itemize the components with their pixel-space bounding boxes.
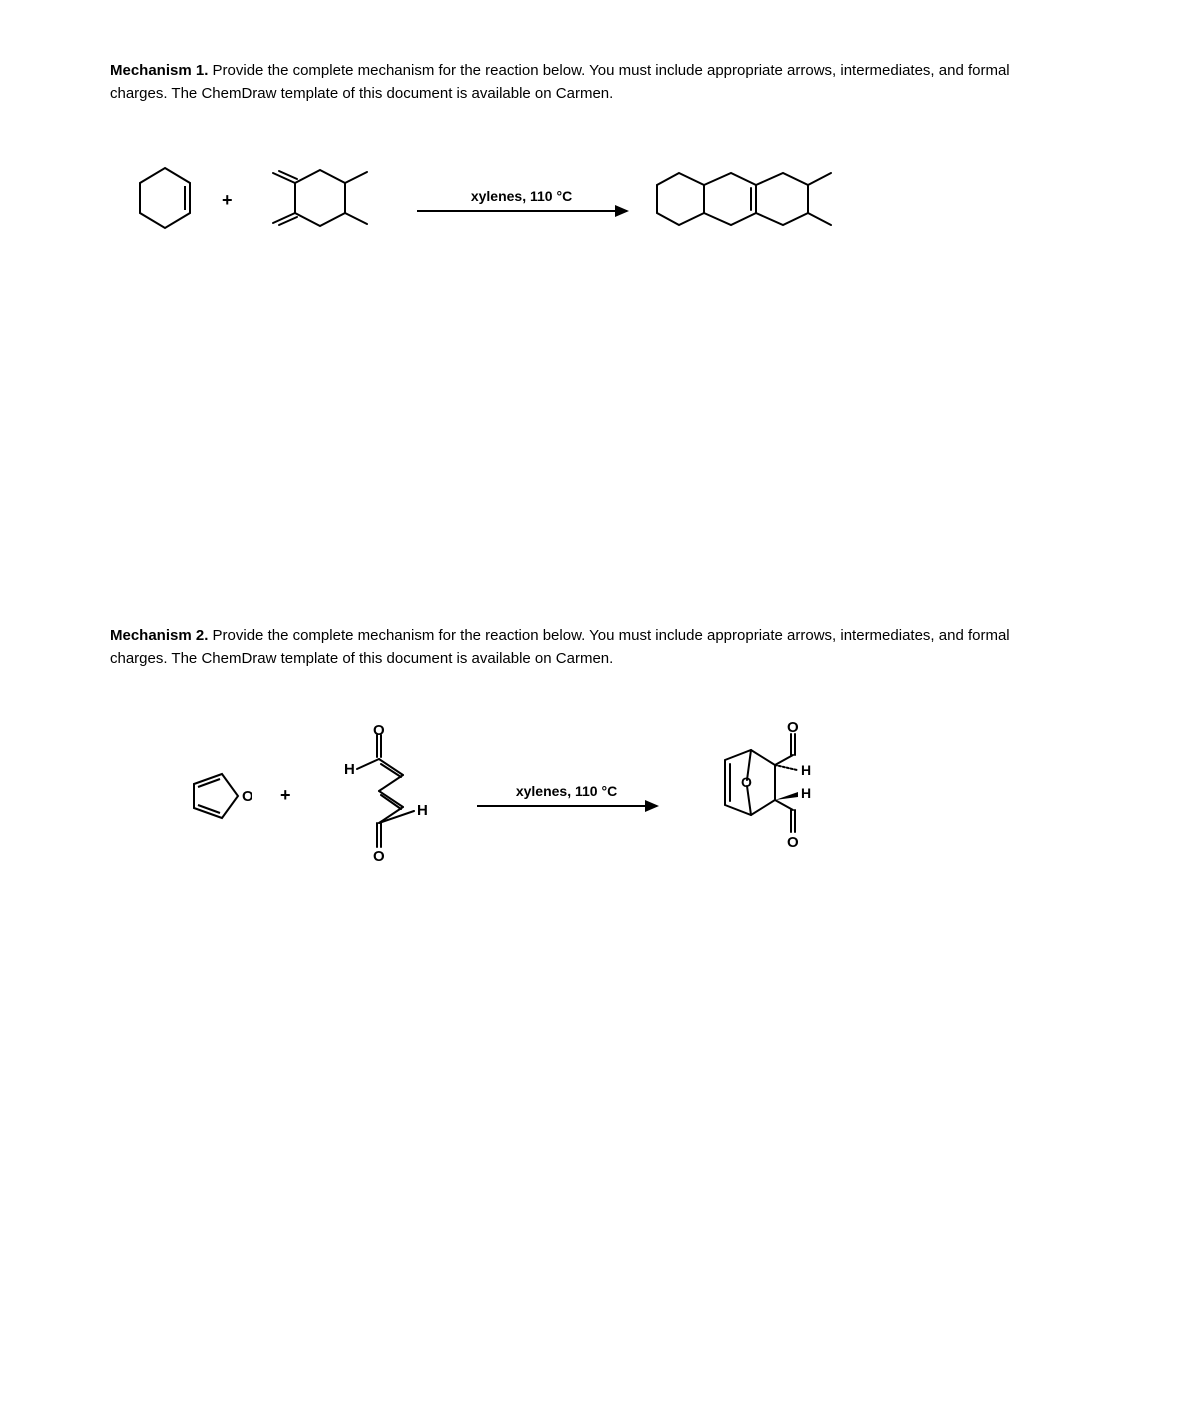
mechanism-2-title: Mechanism 2. bbox=[110, 627, 208, 644]
mechanism-1-title: Mechanism 1. bbox=[110, 62, 208, 79]
plus-sign-2: + bbox=[280, 785, 291, 806]
mechanism-1-reaction: + xylenes, 110 °C bbox=[110, 155, 1069, 245]
reagent-2a-structure: O bbox=[180, 760, 252, 830]
mechanism-2-text: Mechanism 2. Provide the complete mechan… bbox=[110, 625, 1069, 670]
hydrogen-bot-label: H bbox=[801, 785, 811, 801]
plus-sign-1: + bbox=[222, 190, 233, 211]
hydrogen-label-top: H bbox=[344, 761, 355, 778]
conditions-1: xylenes, 110 °C bbox=[471, 188, 572, 204]
oxygen-label-top: O bbox=[373, 725, 385, 739]
hydrogen-label-bot: H bbox=[417, 802, 428, 819]
mechanism-1-text: Mechanism 1. Provide the complete mechan… bbox=[110, 60, 1069, 105]
oxygen-label-bot: O bbox=[373, 848, 385, 865]
workspace-1 bbox=[110, 245, 1069, 565]
arrow-line-2 bbox=[477, 805, 657, 807]
oxygen-bridge-label: O bbox=[741, 774, 752, 790]
conditions-2: xylenes, 110 °C bbox=[516, 783, 617, 799]
mechanism-2-prompt: Provide the complete mechanism for the r… bbox=[110, 627, 1010, 667]
oxygen-label: O bbox=[242, 788, 252, 805]
reagent-1a-structure bbox=[130, 160, 200, 240]
oxygen-bot-label: O bbox=[787, 834, 799, 851]
reagent-2b-structure: O O H H bbox=[319, 725, 449, 865]
hydrogen-top-label: H bbox=[801, 762, 811, 778]
mechanism-2-reaction: O + bbox=[110, 720, 1069, 870]
mechanism-1-block: Mechanism 1. Provide the complete mechan… bbox=[110, 60, 1069, 565]
reagent-1b-structure bbox=[255, 155, 395, 245]
product-1-structure bbox=[649, 155, 849, 245]
arrow-line-1 bbox=[417, 210, 627, 212]
reaction-arrow-1: xylenes, 110 °C bbox=[417, 188, 627, 212]
product-2-structure: O O O H H bbox=[685, 720, 825, 870]
reaction-arrow-2: xylenes, 110 °C bbox=[477, 783, 657, 807]
mechanism-2-block: Mechanism 2. Provide the complete mechan… bbox=[110, 625, 1069, 870]
oxygen-top-label: O bbox=[787, 720, 799, 736]
mechanism-1-prompt: Provide the complete mechanism for the r… bbox=[110, 62, 1010, 102]
